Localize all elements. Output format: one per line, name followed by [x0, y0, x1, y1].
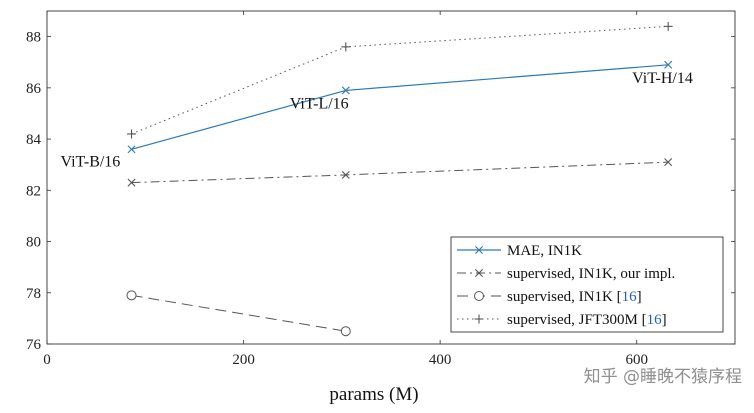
- point-label: ViT-B/16: [61, 153, 121, 170]
- plot-frame: [46, 10, 736, 345]
- y-tick-label: 80: [26, 235, 41, 251]
- x-tick-label: 400: [429, 352, 452, 368]
- legend-entry-label: supervised, JFT300M [16]: [507, 312, 667, 328]
- data-point-series-1: [664, 158, 673, 167]
- series-line-0: [131, 64, 669, 150]
- x-tick-label: 600: [625, 352, 648, 368]
- y-tick-label: 82: [26, 183, 41, 199]
- series-line-3: [131, 25, 669, 135]
- watermark-text: 知乎 @睡晚不猿序程: [584, 367, 742, 387]
- legend-series-name: MAE, IN1K: [507, 243, 582, 259]
- y-tick-label: 78: [26, 286, 41, 302]
- data-point-series-0: [664, 60, 673, 69]
- legend-entry-label: MAE, IN1K: [507, 243, 582, 259]
- series-line-2: [131, 294, 346, 332]
- legend-marker-0: [475, 246, 483, 254]
- data-point-series-1: [127, 178, 136, 187]
- legend-marker-2: [474, 291, 484, 301]
- legend-marker-1: [475, 269, 483, 277]
- legend-citation[interactable]: 16: [647, 312, 663, 328]
- legend-series-name: supervised, IN1K, our impl.: [507, 266, 675, 282]
- y-tick-label: 88: [26, 30, 41, 46]
- legend-citation[interactable]: 16: [622, 289, 638, 305]
- data-point-series-2: [126, 290, 137, 301]
- data-point-series-0: [341, 86, 350, 95]
- point-label: ViT-L/16: [290, 95, 349, 112]
- y-tick-label: 76: [26, 337, 42, 353]
- legend-box: [450, 236, 724, 333]
- legend-entry-label: supervised, IN1K, our impl.: [507, 266, 675, 282]
- series-line-1: [131, 161, 669, 184]
- y-tick-label: 84: [26, 132, 42, 148]
- data-point-series-2: [340, 326, 351, 337]
- legend-series-name: supervised, IN1K: [507, 289, 613, 305]
- point-label: ViT-H/14: [632, 70, 693, 87]
- legend-series-name: supervised, JFT300M: [507, 312, 638, 328]
- legend-entry-label: supervised, IN1K [16]: [507, 289, 642, 305]
- x-tick-label: 0: [43, 352, 51, 368]
- x-axis-title: params (M): [329, 384, 418, 405]
- data-point-series-0: [127, 145, 136, 154]
- x-tick-label: 200: [232, 352, 255, 368]
- y-tick-label: 86: [26, 81, 42, 97]
- data-point-series-1: [341, 170, 350, 179]
